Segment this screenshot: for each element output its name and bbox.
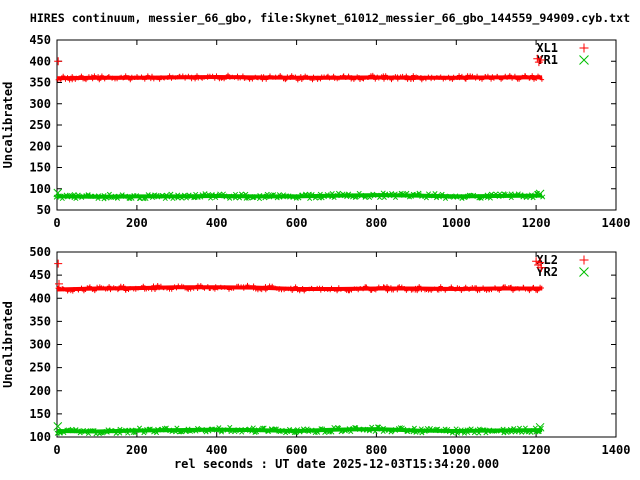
legend-label: YR1 <box>536 53 558 67</box>
y-tick-label: 200 <box>29 139 51 153</box>
x-tick-label: 1000 <box>442 443 471 457</box>
x-tick-label: 800 <box>366 443 388 457</box>
series-XL2 <box>54 257 546 294</box>
y-tick-label: 150 <box>29 407 51 421</box>
x-tick-label: 1200 <box>522 216 551 230</box>
y-tick-label: 300 <box>29 97 51 111</box>
x-tick-label: 800 <box>366 216 388 230</box>
series-outliers <box>54 257 546 288</box>
y-tick-label: 100 <box>29 430 51 444</box>
series-YR2 <box>53 422 545 437</box>
x-tick-label: 1200 <box>522 443 551 457</box>
x-tick-label: 200 <box>126 443 148 457</box>
legend-marker-plus-icon <box>579 43 589 53</box>
y-tick-label: 250 <box>29 118 51 132</box>
series-outliers <box>53 188 545 199</box>
y-axis-title: Uncalibrated <box>1 301 15 388</box>
panel-top: 0 200 400 600 800 1000 1200 1400 50 100 150 200 250 3… <box>1 33 630 230</box>
x-tick-label: 0 <box>53 443 60 457</box>
series-outliers <box>53 422 545 432</box>
plot-frame <box>56 251 617 438</box>
y-axis-title: Uncalibrated <box>1 82 15 169</box>
x-tick-label: 400 <box>206 443 228 457</box>
y-tick-label: 400 <box>29 291 51 305</box>
y-tick-label: 450 <box>29 268 51 282</box>
series-outliers <box>54 54 545 67</box>
legend-label: YR2 <box>536 265 558 279</box>
y-tick-label: 200 <box>29 384 51 398</box>
x-tick-label: 600 <box>286 216 308 230</box>
y-tick-label: 300 <box>29 338 51 352</box>
series-points <box>55 72 545 83</box>
legend-label: XL2 <box>536 253 558 267</box>
panel-bottom: 0 200 400 600 800 1000 1200 1400 100 150 200 250 300… <box>1 245 630 457</box>
x-tick-label: 1400 <box>602 216 631 230</box>
x-tick-label: 1400 <box>602 443 631 457</box>
legend-marker-cross-icon <box>579 55 589 65</box>
y-tick-label: 500 <box>29 245 51 259</box>
y-tick-label: 350 <box>29 76 51 90</box>
y-tick-label: 150 <box>29 161 51 175</box>
legend-marker-cross-icon <box>579 267 589 277</box>
x-tick-label: 200 <box>126 216 148 230</box>
y-tick-label: 450 <box>29 33 51 47</box>
y-tick-label: 350 <box>29 314 51 328</box>
x-tick-label: 1000 <box>442 216 471 230</box>
y-tick-label: 100 <box>29 182 51 196</box>
x-tick-label: 0 <box>53 216 60 230</box>
y-tick-label: 400 <box>29 54 51 68</box>
series-points <box>53 190 546 202</box>
series-XL1 <box>54 54 545 83</box>
y-tick-label: 250 <box>29 361 51 375</box>
series-points <box>55 282 544 294</box>
series-points <box>54 424 544 437</box>
plot-frame <box>56 39 617 211</box>
series-YR1 <box>53 188 546 202</box>
chart-title: HIRES continuum, messier_66_gbo, file:Sk… <box>29 11 631 25</box>
legend-marker-plus-icon <box>579 255 589 265</box>
y-tick-label: 50 <box>37 203 51 217</box>
legend-label: XL1 <box>536 41 558 55</box>
x-axis-title: rel seconds : UT date 2025-12-03T15:34:2… <box>173 457 500 471</box>
x-tick-label: 600 <box>286 443 308 457</box>
x-tick-label: 400 <box>206 216 228 230</box>
